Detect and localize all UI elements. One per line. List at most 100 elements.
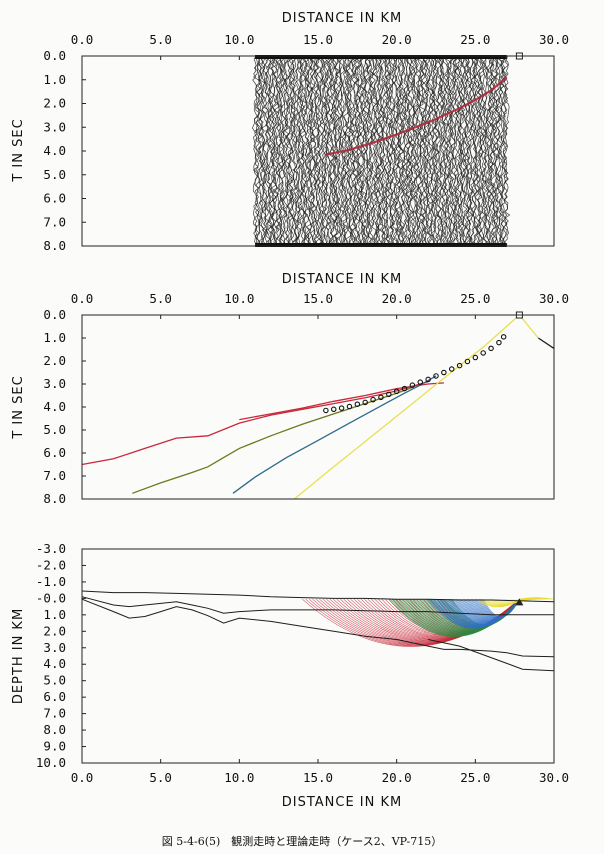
- observed-point: [496, 339, 502, 346]
- travel-time-curve-1: [239, 382, 444, 421]
- seismic-trace: [458, 55, 465, 246]
- seismic-trace: [252, 55, 259, 246]
- panel-2-xtick-label: 5.0: [149, 291, 172, 306]
- seismic-trace: [454, 55, 461, 246]
- seismic-trace: [308, 55, 314, 246]
- observed-point: [338, 405, 345, 411]
- seismic-trace: [455, 55, 462, 246]
- seismic-trace: [381, 55, 388, 246]
- seismic-trace: [372, 55, 379, 246]
- panel-3-ytick-label: -0.0: [36, 590, 66, 605]
- seismic-trace: [296, 55, 303, 246]
- seismic-trace: [340, 55, 347, 246]
- panel-3-xtick-label: 25.0: [460, 770, 490, 785]
- panel-2-y-ticklabels: 0.0 1.0 2.0 3.0 4.0 5.0 6.0 7.0 8.0: [43, 307, 86, 506]
- seismic-trace: [275, 55, 283, 246]
- seismic-trace: [306, 55, 313, 246]
- panel-1-ytick-label: 2.0: [43, 96, 66, 111]
- panel-1-ytick-label: 5.0: [43, 167, 66, 182]
- seismic-trace: [447, 55, 454, 246]
- seismic-trace: [292, 55, 299, 246]
- seismic-trace: [424, 55, 432, 246]
- panel-2-xtick-label: 15.0: [303, 291, 333, 306]
- travel-time-curve-3: [232, 375, 437, 494]
- panel-3-xtick-label: 20.0: [382, 770, 412, 785]
- seismic-trace: [495, 55, 502, 245]
- panel-2-ytick-label: 1.0: [43, 330, 66, 345]
- seismic-trace: [310, 55, 317, 246]
- seismic-trace: [485, 55, 492, 246]
- seismic-trace: [276, 55, 284, 246]
- panel-3-xlabel: DISTANCE IN KM: [282, 795, 403, 810]
- layer-boundary-3: [427, 639, 555, 672]
- panel-3-xtick-label: 5.0: [149, 770, 172, 785]
- seismic-trace: [265, 55, 273, 246]
- seismic-trace: [270, 55, 277, 246]
- seismic-trace: [394, 55, 401, 246]
- seismic-trace: [365, 55, 371, 246]
- seismic-trace: [398, 55, 405, 246]
- panel-3-ytick-label: 3.0: [43, 640, 66, 655]
- panel-2-ytick-label: 0.0: [43, 307, 66, 322]
- ray-path: [519, 597, 555, 600]
- observed-point: [441, 369, 447, 376]
- seismic-trace: [411, 55, 419, 246]
- panel-3-xtick-label: 0.0: [71, 770, 94, 785]
- panel-3-ytick-label: -1.0: [36, 574, 66, 589]
- panel-2-ytick-label: 8.0: [43, 491, 66, 506]
- seismic-trace: [463, 55, 471, 246]
- panel-3-ylabel: DEPTH IN KM: [11, 608, 26, 704]
- seismic-trace: [318, 55, 325, 246]
- panel-3-ytick-label: 6.0: [43, 689, 66, 704]
- panel-2-ytick-label: 2.0: [43, 353, 66, 368]
- panel-1-xtick-label: 15.0: [303, 32, 333, 47]
- seismic-trace: [487, 55, 495, 246]
- seismic-trace: [382, 55, 389, 246]
- seismic-trace: [303, 55, 310, 246]
- seismic-trace: [373, 55, 380, 246]
- panel-3-plot-area: [81, 590, 555, 672]
- panel-2-ylabel: T IN SEC: [11, 375, 26, 439]
- seismic-trace: [292, 55, 299, 246]
- panel-1-ytick-label: 4.0: [43, 143, 66, 158]
- observed-point: [488, 345, 494, 352]
- panel-1-ytick-label: 0.0: [43, 48, 66, 63]
- layer-boundary-1: [81, 596, 554, 616]
- observed-point: [480, 350, 486, 356]
- source-marker: [515, 598, 524, 606]
- panel-2-x-ticklabels: 0.0 5.0 10.0 15.0 20.0 25.0 30.0: [71, 291, 569, 319]
- panel-3-ytick-label: 8.0: [43, 722, 66, 737]
- seismic-trace: [267, 55, 274, 246]
- seismic-trace: [426, 55, 434, 246]
- seismic-trace: [254, 55, 262, 246]
- observed-point: [323, 407, 329, 414]
- travel-time-curve-0: [81, 381, 429, 466]
- seismic-trace: [271, 55, 278, 246]
- seismic-trace: [356, 55, 363, 246]
- seismic-trace: [252, 55, 260, 246]
- observed-point: [346, 403, 353, 410]
- panel-2-xtick-label: 30.0: [539, 291, 569, 306]
- seismic-trace: [414, 55, 420, 246]
- observed-point: [370, 396, 376, 403]
- observed-point: [425, 376, 431, 383]
- seismic-trace: [385, 55, 392, 246]
- seismic-trace: [412, 55, 420, 246]
- seismic-trace: [334, 55, 342, 246]
- panel-3-xtick-label: 15.0: [303, 770, 333, 785]
- panel-2-ytick-label: 7.0: [43, 468, 66, 483]
- layer-boundary-0: [81, 590, 555, 603]
- seismic-trace: [466, 55, 473, 246]
- observed-point: [456, 362, 463, 369]
- seismic-trace: [283, 55, 290, 246]
- panel-3-xtick-label: 30.0: [539, 770, 569, 785]
- observed-point: [409, 382, 416, 388]
- seismic-trace: [451, 55, 459, 246]
- seismic-trace: [423, 55, 431, 246]
- seismic-trace: [476, 55, 482, 246]
- seismic-trace: [388, 55, 396, 246]
- seismic-trace: [479, 55, 487, 246]
- panel-2-plot-area: [81, 311, 555, 500]
- panel-2-xlabel: DISTANCE IN KM: [282, 272, 403, 287]
- observed-point: [472, 354, 479, 361]
